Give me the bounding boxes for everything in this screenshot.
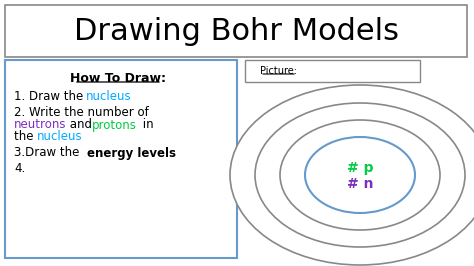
Text: 1. Draw the: 1. Draw the	[14, 90, 87, 103]
Text: # n: # n	[347, 177, 373, 191]
FancyBboxPatch shape	[245, 60, 420, 82]
Ellipse shape	[255, 103, 465, 247]
Text: 2. Write the number of: 2. Write the number of	[14, 106, 149, 119]
FancyBboxPatch shape	[5, 5, 467, 57]
Text: # p: # p	[347, 161, 373, 175]
Ellipse shape	[230, 85, 474, 265]
Text: Drawing Bohr Models: Drawing Bohr Models	[74, 16, 400, 45]
Text: Picture:: Picture:	[260, 66, 297, 76]
Text: protons: protons	[92, 118, 137, 131]
Text: and: and	[66, 118, 96, 131]
Text: How To Draw:: How To Draw:	[70, 72, 166, 85]
Text: energy levels: energy levels	[87, 147, 176, 160]
Ellipse shape	[280, 120, 440, 230]
Text: 3.Draw the: 3.Draw the	[14, 147, 83, 160]
Text: 4.: 4.	[14, 163, 25, 176]
Text: in: in	[139, 118, 154, 131]
Text: nucleus: nucleus	[86, 90, 132, 103]
Ellipse shape	[305, 137, 415, 213]
FancyBboxPatch shape	[5, 60, 237, 258]
Text: neutrons: neutrons	[14, 118, 66, 131]
Text: the: the	[14, 131, 37, 143]
Text: nucleus: nucleus	[37, 131, 82, 143]
